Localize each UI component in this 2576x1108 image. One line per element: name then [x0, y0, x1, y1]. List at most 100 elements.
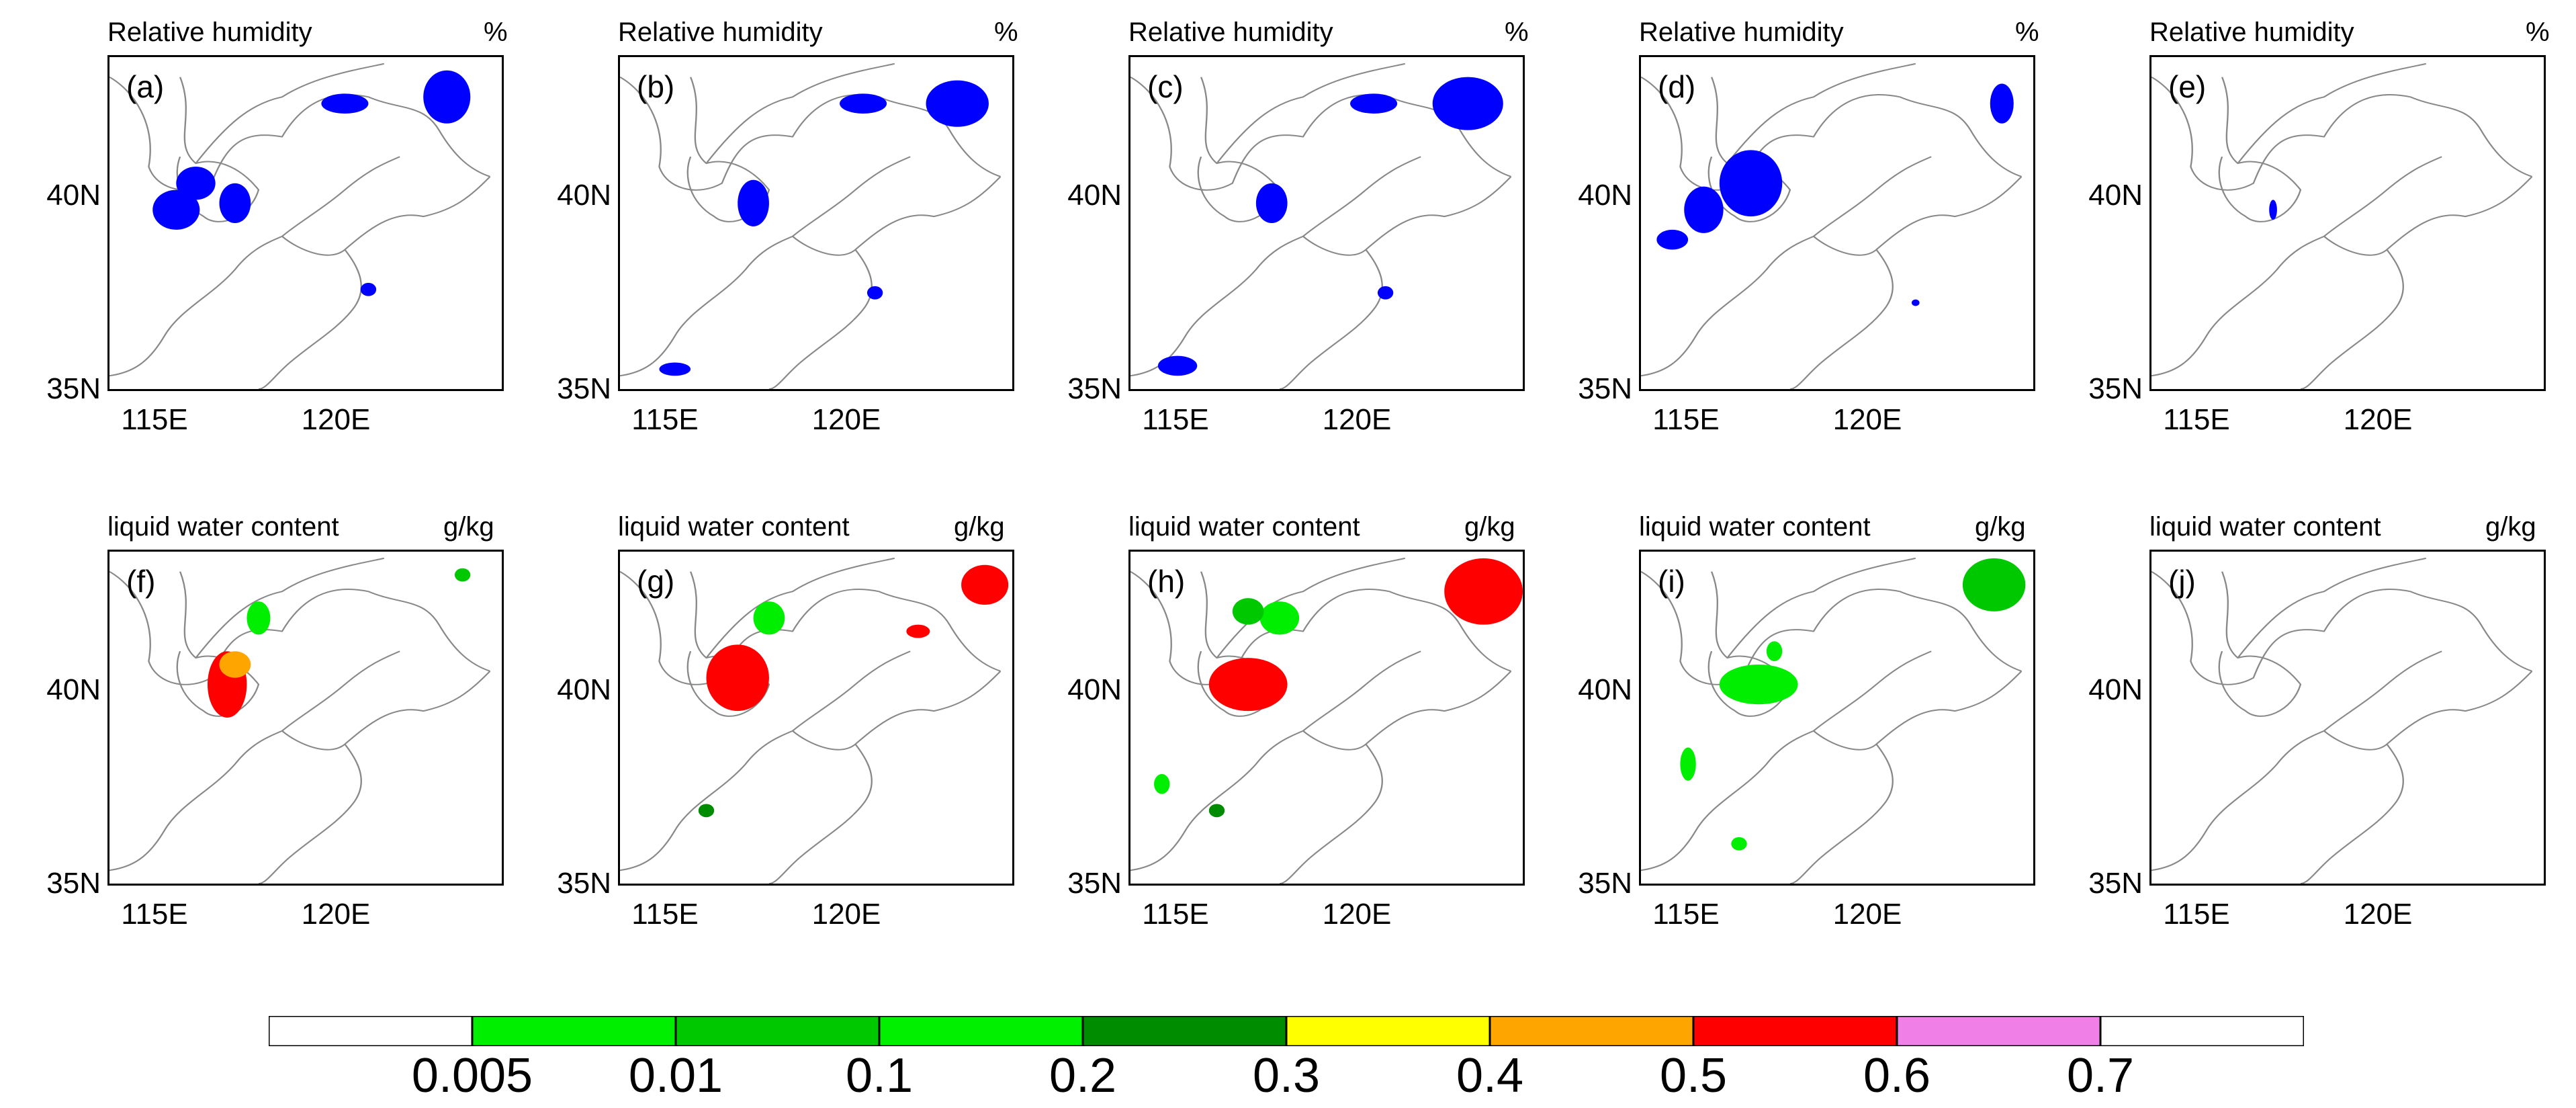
lat-tick-label: 40N [2088, 673, 2143, 706]
lon-tick-label: 115E [1652, 403, 1720, 436]
water-content-area [1731, 837, 1747, 851]
panel-unit: g/kg [2485, 512, 2536, 542]
panel-label: (e) [2168, 69, 2207, 104]
panel-unit: % [2526, 17, 2550, 47]
lat-tick-label: 35N [1578, 372, 1632, 405]
panel-label: (j) [2168, 564, 2196, 599]
lat-tick-label: 35N [1067, 867, 1122, 900]
lat-tick-label: 35N [1067, 372, 1122, 405]
colorbar-segment [878, 1016, 1084, 1046]
province-border [1197, 62, 1406, 222]
map-panel-10 [2149, 550, 2546, 886]
lat-tick-label: 35N [1578, 867, 1632, 900]
coastline [620, 76, 1002, 389]
humidity-area [1350, 93, 1398, 114]
lon-tick-label: 115E [121, 403, 188, 436]
humidity-area [176, 167, 216, 200]
colorbar [269, 1016, 2304, 1046]
panel-unit: % [1505, 17, 1529, 47]
province-border [686, 557, 895, 717]
humidity-area [1656, 229, 1689, 250]
coastline [1130, 76, 1512, 389]
lon-tick-label: 115E [1142, 403, 1209, 436]
humidity-area [840, 93, 887, 114]
water-content-area [1154, 773, 1170, 794]
lat-tick-label: 35N [557, 867, 611, 900]
colorbar-tick-label: 0.6 [1863, 1049, 1931, 1103]
lon-tick-label: 120E [811, 403, 881, 436]
humidity-area [219, 183, 251, 223]
colorbar-tick-label: 0.01 [628, 1049, 723, 1103]
water-content-area [1444, 558, 1523, 625]
lat-tick-label: 40N [557, 179, 611, 212]
humidity-area [360, 282, 377, 296]
water-content-area [961, 564, 1009, 605]
lon-tick-label: 115E [2163, 403, 2230, 436]
lat-tick-label: 35N [2088, 372, 2143, 405]
water-content-area [906, 624, 930, 638]
panel-title: liquid water content [1639, 512, 1871, 542]
water-content-area [698, 804, 715, 818]
panel-unit: % [2015, 17, 2039, 47]
colorbar-tick-label: 0.3 [1252, 1049, 1321, 1103]
colorbar-tick-label: 0.1 [845, 1049, 914, 1103]
colorbar-tick-label: 0.005 [411, 1049, 533, 1103]
coastline [2151, 76, 2533, 389]
lat-tick-label: 40N [46, 673, 101, 706]
lat-tick-label: 35N [557, 372, 611, 405]
lon-tick-label: 120E [2343, 403, 2413, 436]
colorbar-tick-label: 0.4 [1456, 1049, 1524, 1103]
lon-tick-label: 120E [301, 403, 371, 436]
colorbar-segment [1692, 1016, 1898, 1046]
map-panel-5 [2149, 55, 2546, 391]
map-panel-7 [618, 550, 1014, 886]
humidity-area [1432, 77, 1503, 130]
panel-unit: g/kg [1975, 512, 2026, 542]
colorbar-tick-label: 0.7 [2066, 1049, 2135, 1103]
panel-unit: % [484, 17, 508, 47]
panel-label: (c) [1147, 69, 1184, 104]
panel-label: (a) [126, 69, 165, 104]
colorbar-segment [1081, 1016, 1288, 1046]
coastline [620, 570, 1002, 884]
lat-tick-label: 35N [2088, 867, 2143, 900]
lon-tick-label: 115E [1652, 898, 1720, 931]
map-panel-4 [1639, 55, 2035, 391]
lon-tick-label: 120E [2343, 898, 2413, 931]
water-content-area [1766, 641, 1783, 662]
humidity-area [1911, 299, 1920, 306]
map-panel-2 [618, 55, 1014, 391]
colorbar-segment [2099, 1016, 2304, 1046]
lat-tick-label: 40N [1578, 673, 1632, 706]
colorbar-segment [471, 1016, 677, 1046]
humidity-area [867, 286, 883, 300]
lat-tick-label: 40N [1578, 179, 1632, 212]
humidity-area [2269, 200, 2277, 220]
humidity-area [321, 93, 369, 114]
humidity-area [423, 70, 471, 124]
water-content-area [1962, 558, 2026, 611]
humidity-area [659, 362, 691, 376]
panel-label: (b) [637, 69, 675, 104]
coastline [1641, 570, 2023, 884]
colorbar-segment [1489, 1016, 1695, 1046]
water-content-area [1259, 601, 1300, 635]
lat-tick-label: 35N [46, 867, 101, 900]
colorbar-segment [269, 1016, 474, 1046]
coastline [109, 76, 491, 389]
map-panel-8 [1128, 550, 1525, 886]
lat-tick-label: 40N [557, 673, 611, 706]
lat-tick-label: 40N [2088, 179, 2143, 212]
lon-tick-label: 115E [631, 403, 699, 436]
lat-tick-label: 35N [46, 372, 101, 405]
panel-unit: g/kg [954, 512, 1005, 542]
lon-tick-label: 120E [1322, 898, 1392, 931]
panel-unit: g/kg [443, 512, 494, 542]
province-border [176, 62, 385, 222]
panel-title: Relative humidity [618, 17, 823, 47]
humidity-area [1255, 183, 1288, 223]
province-border [176, 557, 385, 717]
coastline [1641, 76, 2023, 389]
humidity-area [152, 189, 200, 230]
humidity-area [1719, 150, 1783, 217]
